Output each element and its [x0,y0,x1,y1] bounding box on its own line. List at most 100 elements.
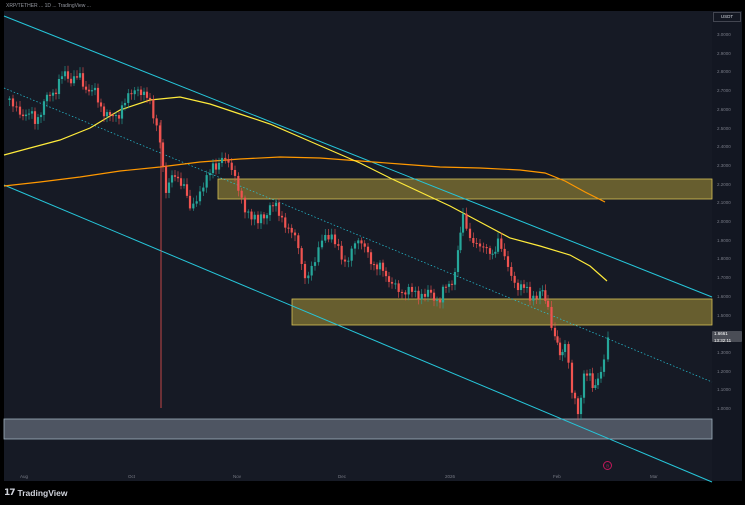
resistance-zone [217,178,713,200]
candle-up [453,271,457,285]
candle-down [111,115,115,117]
candle-down [570,362,574,393]
price-axis[interactable] [712,11,742,481]
candle-down [69,78,73,84]
candle-up [27,113,31,115]
price-tick: 1.6000 [717,293,731,299]
candle-down [155,118,158,126]
channel-upper-line [3,15,713,298]
candle-up [561,351,564,356]
last-price-countdown: 13:32:11 [714,337,732,343]
candle-down [173,175,177,177]
price-tick: 2.3000 [717,162,731,168]
candle-up [93,87,97,91]
alert-clock-icon[interactable]: ◷ [603,461,612,470]
candle-down [576,398,580,415]
price-tick: 1.8000 [717,256,731,262]
candle-up [57,78,61,95]
candle-up [538,291,542,299]
candle-up [90,90,94,92]
candle-down [432,292,436,301]
candle-up [30,111,34,114]
candle-up [60,76,64,79]
candle-down [417,290,420,300]
candle-down [585,373,589,376]
candle-up [324,234,327,241]
candle-up [519,284,523,291]
candle-down [475,242,478,244]
candle-down [546,300,550,307]
candle-down [15,106,18,108]
candle-down [233,169,237,176]
candle-up [606,337,610,360]
candle-up [133,90,136,95]
candle-down [485,247,488,249]
candle-up [170,175,174,183]
candle-up [563,344,567,352]
bottom-support-zone [3,418,713,440]
candle-up [330,234,333,240]
candle-down [429,289,433,293]
candle-down [478,243,482,247]
candle-down [96,87,100,103]
candle-down [558,342,562,356]
price-tick: 2.6000 [717,106,731,112]
scale-currency-label[interactable]: USDT [713,12,741,22]
candle-down [21,114,25,117]
brand-footer[interactable]: 17 TradingView [4,486,67,500]
candle-down [400,291,404,293]
candle-up [420,293,423,300]
candle-down [108,112,112,116]
candle-down [482,246,485,248]
candle-down [66,71,70,79]
candle-down [337,244,340,246]
candle-up [105,112,109,117]
candle-down [410,286,414,292]
candle-down [366,246,370,253]
candle-down [256,214,260,224]
candle-down [550,306,553,328]
candle-up [320,240,324,248]
candle-down [510,266,513,276]
candle-up [588,373,592,376]
candle-up [114,115,118,117]
time-tick: 2026 [445,474,456,479]
candle-up [42,101,46,115]
time-tick: Aug [20,474,29,479]
candle-down [528,286,532,301]
price-tick: 1.2000 [717,368,731,374]
ma-slow-line [3,156,606,203]
candle-down [243,197,247,213]
candle-up [265,215,269,219]
price-tick: 1.1000 [717,387,731,393]
candle-up [407,286,410,295]
candle-up [579,397,583,415]
candle-down [161,142,165,167]
candle-up [205,175,208,188]
candle-down [472,237,475,243]
candle-down [185,184,189,196]
candle-up [456,250,460,272]
candle-down [390,281,394,284]
candle-up [136,89,140,91]
candle-down [48,94,52,96]
candle-down [516,282,520,291]
candle-up [496,238,500,252]
candle-up [78,73,82,78]
candle-down [327,234,330,240]
symbol-header[interactable]: XRP/TETHER ... 1D ... TradingView ... [6,3,91,9]
candle-down [363,243,366,247]
candle-down [573,392,577,399]
candle-down [503,248,506,257]
channel-lower-line [3,184,713,483]
candle-down [250,211,253,220]
candle-up [211,163,215,174]
candle-up [414,290,417,292]
candle-down [423,293,427,297]
candle-up [602,359,606,372]
candle-down [465,213,468,229]
candle-up [491,253,494,255]
candle-up [274,202,278,207]
candle-down [397,283,400,292]
